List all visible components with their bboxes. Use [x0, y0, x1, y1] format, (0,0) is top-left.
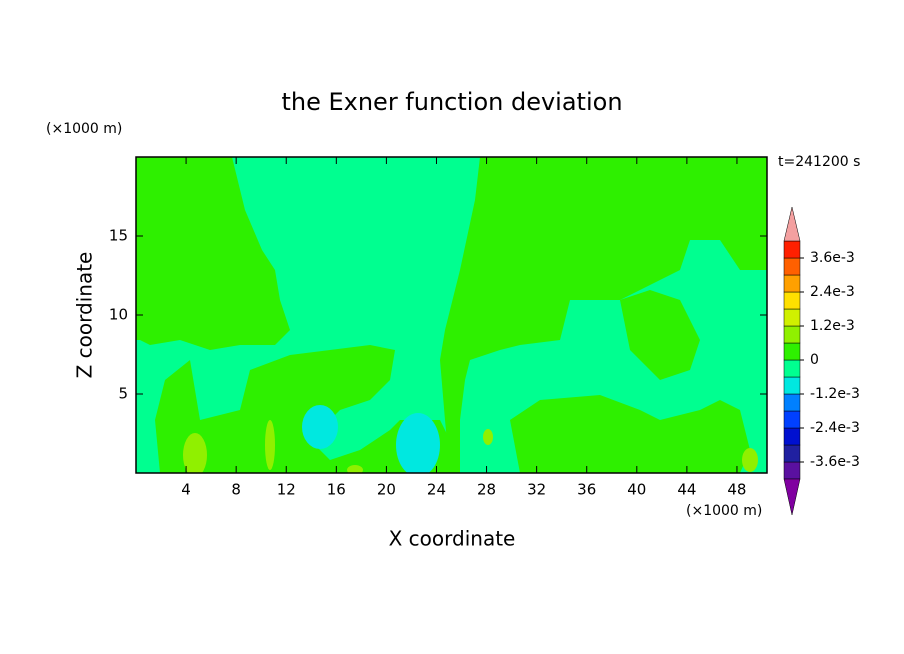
- x-axis-label: X coordinate: [389, 527, 516, 551]
- contour-region: [183, 433, 207, 473]
- annotation: t=241200 s: [778, 154, 860, 170]
- colorbar-box: [783, 291, 801, 310]
- colorbar-tick-label: -1.2e-3: [810, 386, 860, 402]
- contour-region: [510, 395, 750, 473]
- contour-region: [265, 420, 275, 470]
- contour-region: [396, 413, 440, 473]
- colorbar-box: [783, 240, 801, 259]
- x-tick-label: 4: [181, 481, 191, 499]
- x-tick-label: 44: [677, 481, 696, 499]
- x-tick-label: 40: [627, 481, 646, 499]
- colorbar-box: [783, 342, 801, 361]
- colorbar-extend: [783, 206, 801, 242]
- colorbar-box: [783, 325, 801, 344]
- x-tick-label: 24: [427, 481, 446, 499]
- colorbar-box: [783, 308, 801, 327]
- contour-region: [440, 157, 767, 473]
- y-tick-label: 15: [109, 227, 128, 245]
- colorbar-tick-label: 3.6e-3: [810, 250, 855, 266]
- chart-title: the Exner function deviation: [281, 88, 622, 116]
- colorbar-box: [783, 461, 801, 480]
- x-tick-label: 48: [727, 481, 746, 499]
- colorbar-tick-label: -2.4e-3: [810, 420, 860, 436]
- colorbar-tick-label: 0: [810, 352, 819, 368]
- colorbar-box: [783, 410, 801, 429]
- x-tick-label: 12: [277, 481, 296, 499]
- colorbar-box: [783, 359, 801, 378]
- y-tick-label: 10: [109, 306, 128, 324]
- y-axis-label: Z coordinate: [73, 252, 97, 379]
- colorbar-tick-label: 2.4e-3: [810, 284, 855, 300]
- contour-region: [742, 448, 758, 472]
- y-unit: (×1000 m): [46, 121, 122, 137]
- colorbar-box: [783, 444, 801, 463]
- colorbar-tick-label: 1.2e-3: [810, 318, 855, 334]
- x-tick-label: 8: [231, 481, 241, 499]
- x-tick-label: 36: [577, 481, 596, 499]
- colorbar-box: [783, 376, 801, 395]
- contour-region: [483, 429, 493, 445]
- contour-region: [136, 157, 290, 350]
- colorbar-box: [783, 427, 801, 446]
- field: [136, 157, 767, 473]
- x-unit: (×1000 m): [686, 503, 762, 519]
- x-tick-label: 32: [527, 481, 546, 499]
- colorbar-tick-label: -3.6e-3: [810, 454, 860, 470]
- colorbar-box: [783, 274, 801, 293]
- colorbar-box: [783, 393, 801, 412]
- x-tick-label: 16: [327, 481, 346, 499]
- x-tick-label: 20: [377, 481, 396, 499]
- x-tick-label: 28: [477, 481, 496, 499]
- contour-region: [347, 465, 363, 473]
- colorbar-box: [783, 257, 801, 276]
- contour-region: [620, 290, 700, 380]
- contour-region: [155, 345, 460, 473]
- colorbar-extend: [783, 478, 801, 516]
- y-tick-label: 5: [118, 385, 128, 403]
- contour-region: [302, 405, 338, 449]
